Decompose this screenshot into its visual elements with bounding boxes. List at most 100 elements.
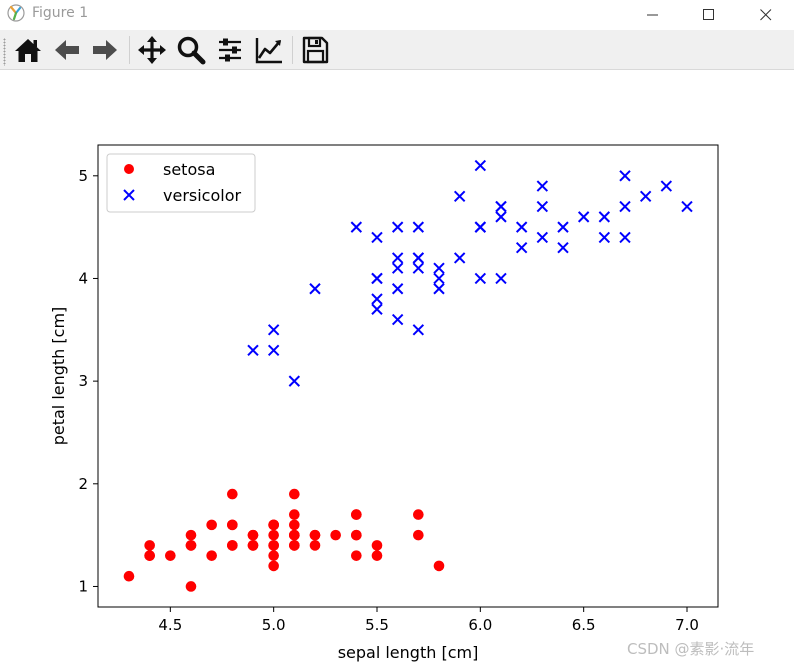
y-tick-label: 3	[78, 372, 88, 390]
data-point-versicolor	[619, 200, 631, 213]
data-point-versicolor	[371, 303, 383, 315]
data-point-versicolor	[391, 313, 404, 326]
data-point-versicolor	[681, 200, 693, 213]
data-point-setosa	[268, 519, 279, 531]
data-point-versicolor	[577, 211, 590, 223]
data-point-setosa	[227, 519, 238, 531]
data-point-versicolor	[598, 211, 611, 223]
legend-box	[106, 153, 256, 213]
data-point-setosa	[185, 529, 197, 541]
maximize-button[interactable]	[686, 0, 732, 30]
forward-arrow-icon	[93, 40, 117, 60]
data-point-setosa	[268, 560, 279, 572]
data-point-versicolor	[433, 262, 445, 274]
window-title: Figure 1	[32, 5, 89, 21]
data-point-setosa	[289, 529, 300, 541]
data-point-versicolor	[412, 324, 425, 336]
home-button[interactable]	[12, 34, 44, 66]
y-tick-label: 5	[78, 167, 88, 185]
data-point-versicolor	[391, 283, 404, 295]
title-bar: Figure 1	[0, 0, 794, 30]
save-button[interactable]	[299, 34, 331, 66]
data-point-versicolor	[536, 231, 549, 244]
toolbar-separator	[292, 36, 293, 64]
x-tick-label: 7.0	[675, 616, 699, 634]
y-tick-label: 4	[78, 269, 88, 287]
x-tick-label: 5.0	[262, 616, 286, 634]
zoom-button[interactable]	[175, 34, 207, 66]
save-icon	[302, 36, 329, 64]
minimize-icon	[647, 14, 658, 16]
watermark: CSDN @素影·流年	[627, 640, 755, 658]
data-point-setosa	[268, 550, 279, 561]
data-point-versicolor	[391, 262, 404, 274]
toolbar-grip[interactable]	[3, 38, 6, 66]
axis-ticks: 4.5 5.0 5.5 6.0 6.5 7.0 1 2 3 4 5	[78, 167, 698, 634]
data-point-setosa	[227, 540, 238, 551]
data-point-setosa	[351, 509, 362, 520]
data-point-versicolor	[619, 170, 631, 182]
x-tick-label: 5.5	[365, 616, 389, 634]
data-point-versicolor	[474, 272, 487, 285]
data-point-versicolor	[639, 190, 652, 203]
data-point-versicolor	[515, 241, 528, 254]
edit-axes-button[interactable]	[253, 34, 285, 66]
back-button[interactable]	[51, 34, 83, 66]
subplots-icon	[219, 38, 241, 62]
data-point-versicolor	[371, 293, 383, 305]
forward-button[interactable]	[89, 34, 121, 66]
data-point-versicolor	[309, 283, 321, 295]
pan-icon	[138, 36, 166, 64]
data-point-setosa	[371, 540, 383, 551]
data-point-setosa	[185, 581, 197, 592]
data-point-versicolor	[391, 221, 404, 233]
y-tick-label: 2	[78, 475, 88, 493]
data-point-versicolor	[267, 324, 280, 336]
data-point-versicolor	[495, 211, 507, 223]
data-point-setosa	[227, 488, 238, 500]
data-point-setosa	[247, 529, 259, 541]
close-button[interactable]	[743, 0, 789, 30]
pan-button[interactable]	[136, 34, 168, 66]
data-point-setosa	[371, 550, 383, 561]
close-icon	[760, 9, 772, 21]
data-point-setosa	[413, 529, 424, 541]
data-point-versicolor	[453, 190, 466, 203]
data-point-versicolor	[536, 200, 549, 213]
data-point-setosa	[289, 519, 300, 531]
legend-marker-versicolor	[123, 189, 135, 201]
legend-label-setosa: setosa	[163, 160, 215, 179]
data-point-versicolor	[412, 221, 425, 233]
subplots-button[interactable]	[214, 34, 246, 66]
data-point-versicolor	[557, 221, 569, 233]
data-point-versicolor	[474, 221, 487, 233]
data-point-versicolor	[247, 344, 259, 357]
x-tick-label: 6.0	[468, 616, 492, 634]
data-point-versicolor	[412, 262, 425, 274]
data-point-versicolor	[371, 231, 383, 244]
legend-marker-setosa	[124, 164, 134, 174]
legend-label-versicolor: versicolor	[163, 186, 241, 205]
data-point-setosa	[247, 540, 259, 551]
zoom-icon	[177, 36, 206, 65]
data-point-versicolor	[495, 272, 507, 285]
edit-axes-icon	[255, 38, 282, 64]
x-axis-label: sepal length [cm]	[338, 643, 479, 662]
data-point-versicolor	[474, 159, 487, 172]
data-point-versicolor	[350, 221, 363, 233]
data-point-setosa	[268, 540, 279, 551]
data-point-versicolor	[371, 272, 383, 285]
data-point-versicolor	[267, 344, 280, 357]
data-point-versicolor	[495, 200, 507, 213]
figure-canvas[interactable]: 4.5 5.0 5.5 6.0 6.5 7.0 1 2 3 4 5 sepal length [cm…	[0, 70, 794, 667]
data-point-versicolor	[453, 252, 466, 264]
app-icon	[7, 4, 25, 22]
data-point-versicolor	[536, 180, 549, 192]
data-point-setosa	[351, 529, 362, 541]
data-point-versicolor	[598, 231, 611, 244]
home-icon	[15, 39, 41, 62]
minimize-button[interactable]	[630, 0, 676, 30]
axes-frame	[97, 144, 719, 608]
data-point-setosa	[309, 540, 321, 551]
data-point-setosa	[144, 550, 155, 561]
